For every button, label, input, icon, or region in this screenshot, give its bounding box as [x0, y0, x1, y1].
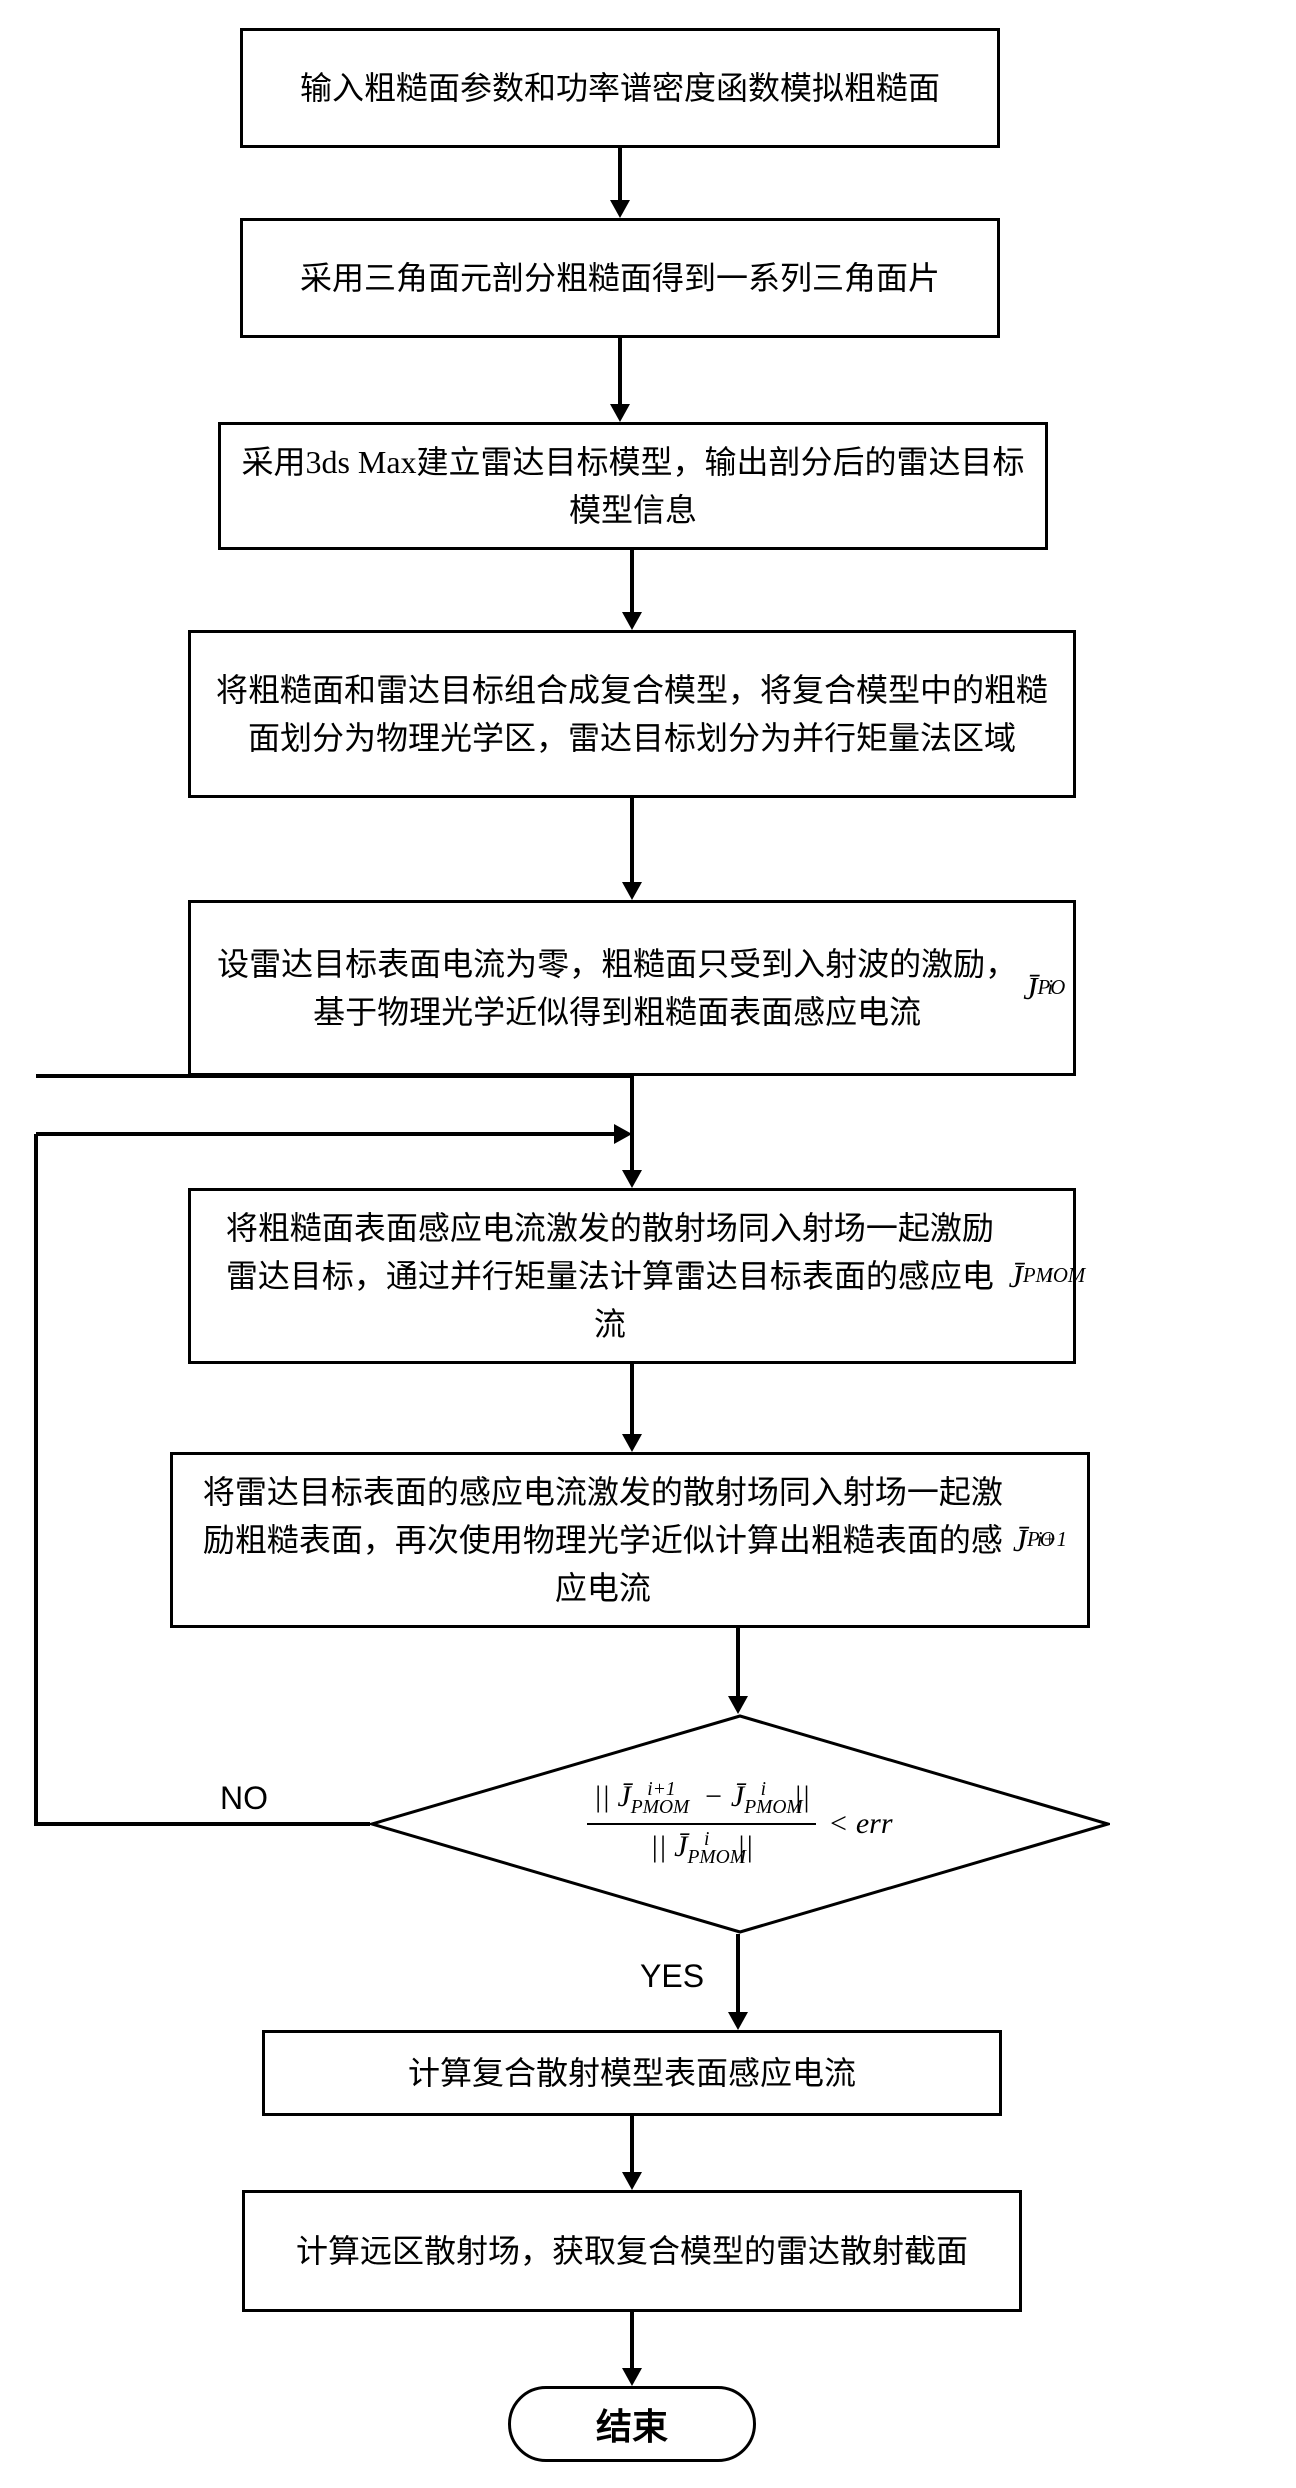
process-box: 计算远区散射场，获取复合模型的雷达散射截面 — [242, 2190, 1022, 2312]
arrow-head-icon — [622, 1170, 642, 1188]
arrow-head-icon — [622, 1434, 642, 1452]
connector-line — [630, 550, 634, 614]
arrow-head-icon — [610, 200, 630, 218]
connector-line — [34, 1134, 38, 1826]
arrow-head-icon — [614, 1124, 632, 1144]
process-box: 将雷达目标表面的感应电流激发的散射场同入射场一起激励粗糙表面，再次使用物理光学近… — [170, 1452, 1090, 1628]
arrow-head-icon — [622, 882, 642, 900]
process-box: 设雷达目标表面电流为零，粗糙面只受到入射波的激励，基于物理光学近似得到粗糙面表面… — [188, 900, 1076, 1076]
arrow-head-icon — [728, 1696, 748, 1714]
process-box: 计算复合散射模型表面感应电流 — [262, 2030, 1002, 2116]
connector-line — [630, 2116, 634, 2174]
connector-line — [736, 1934, 740, 2014]
connector-line — [736, 1628, 740, 1698]
process-box: 将粗糙面表面感应电流激发的散射场同入射场一起激励雷达目标，通过并行矩量法计算雷达… — [188, 1188, 1076, 1364]
connector-line — [618, 148, 622, 202]
edge-label: YES — [640, 1958, 704, 1995]
connector-line — [630, 1364, 634, 1436]
terminator-box: 结束 — [508, 2386, 756, 2462]
arrow-head-icon — [610, 404, 630, 422]
arrow-head-icon — [622, 2368, 642, 2386]
arrow-head-icon — [622, 2172, 642, 2190]
connector-line — [630, 2312, 634, 2370]
process-box: 采用三角面元剖分粗糙面得到一系列三角面片 — [240, 218, 1000, 338]
process-box: 输入粗糙面参数和功率谱密度函数模拟粗糙面 — [240, 28, 1000, 148]
decision-diamond: || J̄PMOMi+1 − J̄PMOMi |||| J̄PMOMi ||< … — [370, 1714, 1110, 1934]
decision-formula: || J̄PMOMi+1 − J̄PMOMi |||| J̄PMOMi ||< … — [370, 1714, 1110, 1934]
edge-label: NO — [220, 1780, 268, 1817]
connector-line — [630, 798, 634, 884]
connector-line — [36, 1822, 370, 1826]
connector-line — [618, 338, 622, 406]
connector-line — [36, 1132, 616, 1136]
arrow-head-icon — [728, 2012, 748, 2030]
process-box: 采用3ds Max建立雷达目标模型，输出剖分后的雷达目标模型信息 — [218, 422, 1048, 550]
flowchart-canvas: YES NO 输入粗糙面参数和功率谱密度函数模拟粗糙面采用三角面元剖分粗糙面得到一系… — [20, 20, 1276, 2468]
process-box: 将粗糙面和雷达目标组合成复合模型，将复合模型中的粗糙面划分为物理光学区，雷达目标… — [188, 630, 1076, 798]
arrow-head-icon — [622, 612, 642, 630]
